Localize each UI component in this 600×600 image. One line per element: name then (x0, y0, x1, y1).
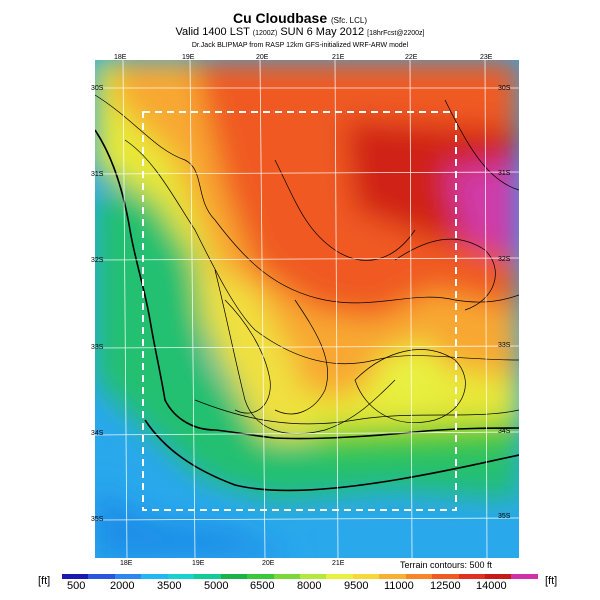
terrain-contour (224, 299, 271, 414)
valley-green-field (375, 340, 455, 410)
terrain-contour (194, 399, 519, 425)
model-credit: Dr.Jack BLIPMAP from RASP 12km GFS-initi… (191, 42, 409, 49)
lon-label-top: 19E (182, 54, 195, 61)
colorbar-label: 11000 (384, 580, 414, 592)
graticule-lat (95, 517, 519, 521)
cloudbase-map (95, 60, 519, 558)
map-title: Cu Cloudbase (Sfc. LCL) (232, 10, 368, 26)
colorbar-swatch (247, 574, 274, 579)
colorbar-label: 9500 (344, 580, 369, 592)
colorbar-label: 14000 (476, 580, 507, 592)
lon-label-bottom: 21E (332, 560, 345, 567)
lat-label-left: 33S (91, 344, 104, 351)
graticule-lat (95, 345, 519, 349)
lat-label-right: 32S (498, 256, 511, 263)
colorbar-swatch (194, 574, 221, 579)
colorbar-unit-left: [ft] (38, 575, 51, 587)
graticule-lat (95, 431, 519, 436)
colorbar-swatch (458, 574, 485, 579)
colorbar-swatch (405, 574, 433, 579)
colorbar-label: 8000 (297, 580, 322, 592)
lat-label-right: 35S (498, 513, 511, 520)
colorbar-swatch (432, 574, 459, 579)
graticule-lon (122, 60, 128, 558)
lon-label-top: 22E (405, 54, 418, 61)
colorbar-swatch (167, 574, 195, 579)
graticule-lon (484, 60, 488, 558)
lon-label-top: 21E (332, 54, 345, 61)
lon-label-bottom: 18E (120, 560, 133, 567)
graticule-lat (95, 257, 519, 261)
lat-label-left: 32S (91, 257, 104, 264)
lon-label-bottom: 19E (192, 560, 205, 567)
coastline-south (144, 419, 519, 492)
colorbar-swatch (511, 574, 538, 579)
colorbar-label: 500 (67, 580, 86, 592)
lat-label-left: 30S (91, 85, 104, 92)
graticule-lon (334, 60, 339, 558)
lat-label-left: 34S (91, 430, 104, 437)
lat-label-left: 31S (91, 171, 104, 178)
colorbar-swatch (114, 574, 142, 579)
terrain-contour (274, 299, 329, 415)
lon-label-top: 18E (114, 54, 127, 61)
colorbar-swatch (62, 574, 89, 579)
lat-label-right: 31S (498, 170, 511, 177)
colorbar-swatch (326, 574, 353, 579)
colorbar-unit-right: [ft] (545, 575, 558, 587)
domain-boundary (142, 111, 457, 511)
colorbar-swatch (299, 574, 327, 579)
colorbar-label: 5000 (204, 580, 229, 592)
terrain-contour (274, 159, 416, 261)
colorbar-label: 2000 (110, 580, 135, 592)
graticule-lat (95, 171, 519, 175)
lon-label-top: 20E (256, 54, 269, 61)
inland-magenta-field (445, 160, 519, 260)
colorbar (62, 574, 538, 579)
graticule-lon (409, 60, 413, 558)
colorbar-swatch (379, 574, 406, 579)
terrain-contour (394, 238, 496, 311)
lat-label-left: 35S (91, 516, 104, 523)
lat-label-right: 34S (498, 428, 511, 435)
terrain-contour (124, 139, 519, 365)
lat-label-right: 30S (498, 85, 511, 92)
lon-label-bottom: 20E (262, 560, 275, 567)
colorbar-swatch (273, 574, 300, 579)
coastal-green-field (95, 180, 519, 500)
terrain-contour (214, 269, 396, 435)
colorbar-swatch (352, 574, 380, 579)
colorbar-swatch (485, 574, 512, 579)
graticule-lon (259, 60, 266, 558)
deep-ocean-field (95, 490, 295, 558)
colorbar-label: 3500 (157, 580, 182, 592)
colorbar-swatch (88, 574, 115, 579)
colorbar-label: 6500 (250, 580, 275, 592)
coastline (95, 129, 519, 440)
colorbar-swatch (141, 574, 168, 579)
valid-time: Valid 1400 LST (1200Z) SUN 6 May 2012 [1… (175, 26, 425, 38)
terrain-contour (444, 99, 519, 191)
lon-label-top: 23E (480, 54, 493, 61)
lat-label-right: 33S (498, 342, 511, 349)
terrain-contour-note: Terrain contours: 500 ft (400, 560, 493, 570)
terrain-contour (354, 349, 466, 423)
colorbar-swatch (220, 574, 248, 579)
graticule-lon (189, 60, 196, 558)
colorbar-label: 12500 (430, 580, 461, 592)
valley-yellow-field (195, 260, 305, 440)
